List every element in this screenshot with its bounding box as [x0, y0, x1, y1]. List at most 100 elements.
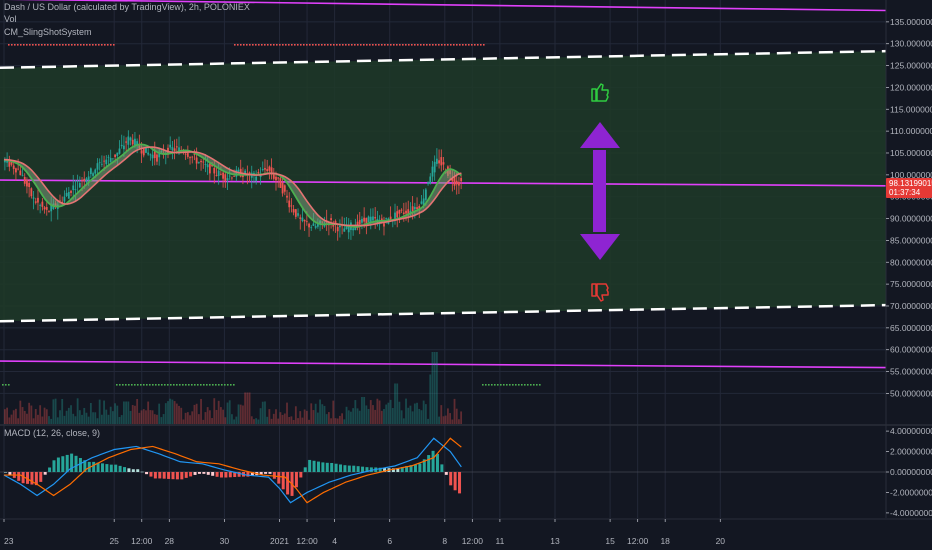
macd-bar [189, 472, 193, 477]
volume-bar [288, 416, 291, 424]
macd-bar [74, 455, 78, 472]
signal-dot-green [215, 384, 217, 386]
candle-body [17, 168, 20, 170]
candle-body [118, 148, 121, 154]
candle-body [83, 178, 86, 182]
signal-dot-green [200, 384, 202, 386]
candle-body [352, 228, 355, 231]
volume-bar [292, 419, 295, 424]
volume-bar [54, 398, 57, 424]
candle-body [374, 217, 377, 219]
candle-body [175, 146, 178, 148]
candle-body [418, 206, 421, 209]
macd-bar [118, 465, 122, 472]
signal-dot-red [53, 44, 55, 46]
candle-body [257, 172, 260, 174]
signal-dot-red [378, 44, 380, 46]
macd-bar [145, 472, 149, 475]
signal-dot-red [411, 44, 413, 46]
time-tick-label: 12:00 [462, 536, 484, 546]
candle-body [76, 180, 79, 182]
volume-bar [281, 414, 284, 424]
volume-bar [336, 418, 339, 424]
candle-body [136, 141, 139, 146]
volume-bar [314, 403, 317, 424]
candle-body [422, 198, 425, 206]
macd-bar [228, 472, 232, 478]
signal-dot-red [113, 44, 115, 46]
candle-body [120, 144, 123, 147]
volume-bar [195, 403, 198, 424]
legend-volume-text: Vol [4, 14, 17, 24]
signal-dot-green [539, 384, 541, 386]
candle-body [330, 218, 332, 221]
candle-body [272, 172, 275, 179]
signal-dot-red [8, 44, 10, 46]
signal-dot-red [477, 44, 479, 46]
macd-bar [34, 472, 38, 486]
volume-bar [118, 417, 121, 424]
macd-bar [458, 472, 462, 494]
signal-dot-red [459, 44, 461, 46]
signal-dot-red [444, 44, 446, 46]
macd-tick-label: 2.00000000 [890, 447, 932, 457]
volume-bar [191, 411, 194, 424]
macd-bar [356, 466, 360, 472]
price-tick-label: 50.00000000 [890, 388, 932, 398]
candle-body [405, 210, 407, 214]
candle-body [228, 175, 231, 177]
signal-dot-red [285, 44, 287, 46]
volume-bar [32, 418, 35, 424]
volume-bar [411, 411, 414, 424]
double-arrow-icon [580, 122, 620, 260]
volume-bar [211, 418, 213, 424]
candle-body [396, 211, 399, 218]
candle-body [248, 172, 251, 175]
signal-dot-red [318, 44, 320, 46]
macd-bar [449, 472, 453, 486]
macd-bar [149, 472, 153, 477]
signal-dot-red [327, 44, 329, 46]
signal-dot-green [143, 384, 145, 386]
volume-bar [294, 406, 297, 424]
thumbs-down-icon [591, 283, 609, 302]
volume-bar [114, 403, 116, 424]
volume-bar [72, 413, 75, 424]
candle-body [39, 204, 42, 206]
candle-body [305, 221, 308, 223]
candle-body [200, 160, 202, 163]
candle-body [413, 206, 416, 210]
signal-dot-red [405, 44, 407, 46]
signal-dot-red [414, 44, 416, 46]
candle-body [411, 206, 414, 212]
legend-symbol: Dash / US Dollar (calculated by TradingV… [4, 2, 250, 13]
thumbs-up-icon [591, 83, 609, 102]
macd-bar [431, 450, 435, 472]
time-tick-label: 6 [387, 536, 392, 546]
signal-dot-red [474, 44, 476, 46]
time-tick-label: 30 [220, 536, 230, 546]
candle-body [255, 176, 258, 181]
volume-bar [424, 404, 427, 424]
macd-bar [61, 456, 65, 472]
candle-body [98, 162, 101, 164]
candle-body [87, 176, 90, 181]
volume-bar [8, 417, 11, 424]
macd-bar [140, 471, 144, 473]
candle-body [158, 153, 161, 158]
signal-dot-green [161, 384, 163, 386]
candle-body [89, 168, 92, 175]
candle-body [429, 176, 432, 184]
time-tick-label: 12:00 [131, 536, 153, 546]
signal-dot-red [264, 44, 266, 46]
signal-dot-green [527, 384, 529, 386]
candle-body [78, 183, 81, 188]
volume-bar [125, 401, 128, 424]
candle-body [339, 225, 341, 228]
volume-bar [343, 419, 346, 424]
legend-symbol-text: Dash / US Dollar (calculated by TradingV… [4, 2, 250, 12]
signal-dot-red [29, 44, 31, 46]
volume-bar [327, 412, 330, 424]
